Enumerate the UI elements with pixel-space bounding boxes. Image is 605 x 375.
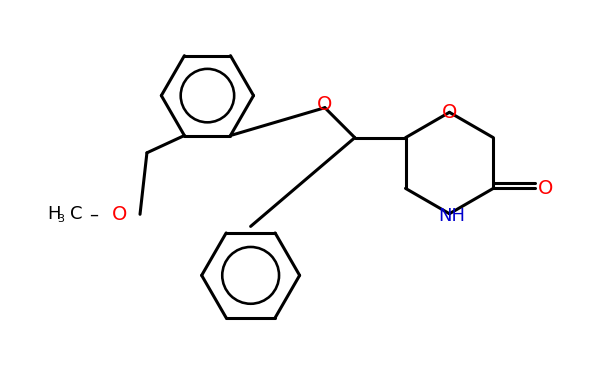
Text: O: O — [442, 103, 457, 122]
Text: O: O — [537, 179, 553, 198]
Text: 3: 3 — [57, 214, 64, 224]
Text: NH: NH — [438, 207, 465, 225]
Text: O: O — [113, 205, 128, 224]
Text: C: C — [70, 205, 82, 223]
Text: H: H — [47, 205, 60, 223]
Text: O: O — [317, 95, 333, 114]
Text: –: – — [90, 205, 98, 223]
